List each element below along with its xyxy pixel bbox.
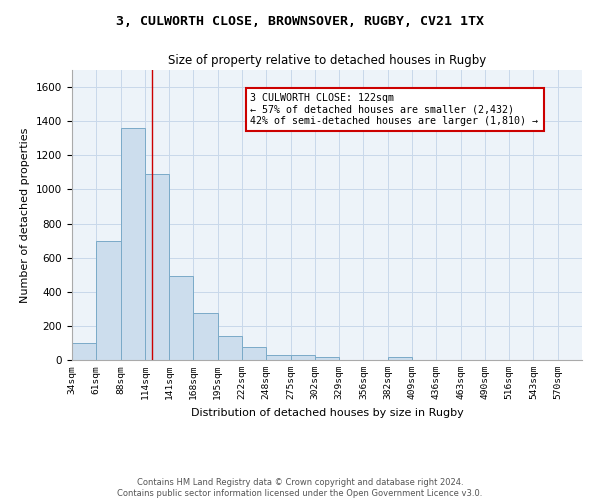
Text: Contains HM Land Registry data © Crown copyright and database right 2024.
Contai: Contains HM Land Registry data © Crown c… <box>118 478 482 498</box>
Bar <box>218 336 242 360</box>
Title: Size of property relative to detached houses in Rugby: Size of property relative to detached ho… <box>168 54 486 68</box>
Bar <box>242 347 266 360</box>
Text: 3, CULWORTH CLOSE, BROWNSOVER, RUGBY, CV21 1TX: 3, CULWORTH CLOSE, BROWNSOVER, RUGBY, CV… <box>116 15 484 28</box>
Bar <box>193 313 218 360</box>
Bar <box>315 358 339 360</box>
Text: 3 CULWORTH CLOSE: 122sqm
← 57% of detached houses are smaller (2,432)
42% of sem: 3 CULWORTH CLOSE: 122sqm ← 57% of detach… <box>251 93 539 126</box>
Bar <box>169 276 193 360</box>
X-axis label: Distribution of detached houses by size in Rugby: Distribution of detached houses by size … <box>191 408 463 418</box>
Bar <box>96 242 121 360</box>
Bar <box>72 343 96 360</box>
Y-axis label: Number of detached properties: Number of detached properties <box>20 128 31 302</box>
Bar <box>290 355 315 360</box>
Bar <box>145 174 169 360</box>
Bar <box>266 355 290 360</box>
Bar <box>388 356 412 360</box>
Bar <box>121 128 145 360</box>
